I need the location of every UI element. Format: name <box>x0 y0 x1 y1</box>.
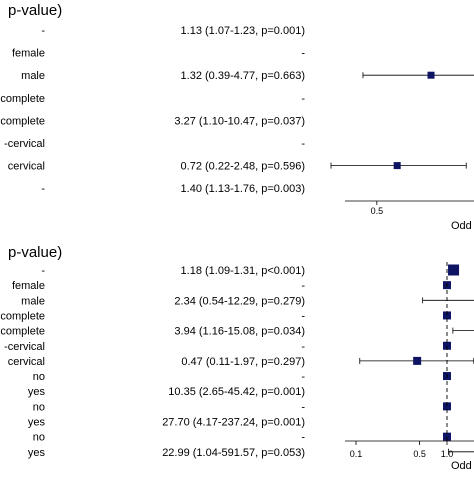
row-or-ci-text: 1.13 (1.07-1.23, p=0.001) <box>181 25 305 37</box>
odds-ratio-marker <box>443 341 451 350</box>
row-or-ci-text: 0.47 (0.11-1.97, p=0.297) <box>181 356 305 368</box>
row-or-ci-text: 0.72 (0.22-2.48, p=0.596) <box>181 161 305 173</box>
x-axis-tick-label: 0.5 <box>371 206 384 216</box>
row-or-ci-text: 2.34 (0.54-12.29, p=0.279) <box>174 295 305 307</box>
row-or-ci-text: 27.70 (4.17-237.24, p=0.001) <box>162 417 305 429</box>
row-level-label: - <box>41 25 45 37</box>
row-level-label: complete <box>0 115 45 127</box>
row-or-ci-text: 3.94 (1.16-15.08, p=0.034) <box>174 326 305 338</box>
row-level-label: no <box>33 401 45 413</box>
row-or-ci-text: - <box>301 371 305 383</box>
row-level-label: complete <box>0 310 45 322</box>
x-axis-tick-label: 0.1 <box>350 449 363 459</box>
row-level-label: female <box>12 48 45 60</box>
row-level-label: no <box>33 371 45 383</box>
row-or-ci-text: - <box>301 310 305 322</box>
row-level-label: cervical <box>8 161 45 173</box>
row-level-label: complete <box>0 93 45 105</box>
row-or-ci-text: - <box>301 48 305 60</box>
row-or-ci-text: 1.32 (0.39-4.77, p=0.663) <box>181 70 305 82</box>
row-or-ci-text: - <box>301 93 305 105</box>
row-level-label: female <box>12 280 45 292</box>
odds-ratio-marker <box>427 71 435 79</box>
odds-ratio-marker <box>443 432 451 441</box>
row-or-ci-text: 22.99 (1.04-591.57, p=0.053) <box>162 447 305 459</box>
row-level-label: -cervical <box>4 341 45 353</box>
row-or-ci-text: - <box>301 432 305 444</box>
odds-ratio-marker <box>443 402 451 411</box>
row-level-label: no <box>33 432 45 444</box>
row-or-ci-text: 3.27 (1.10-10.47, p=0.037) <box>174 115 305 127</box>
x-axis-label: Odd <box>451 220 472 232</box>
row-level-label: -cervical <box>4 138 45 150</box>
row-or-ci-text: 10.35 (2.65-45.42, p=0.001) <box>168 386 305 398</box>
row-or-ci-text: - <box>301 280 305 292</box>
row-or-ci-text: - <box>301 401 305 413</box>
x-axis-tick-label: 1.0 <box>441 449 454 459</box>
odds-ratio-marker <box>393 162 401 170</box>
odds-ratio-marker <box>413 356 422 365</box>
panel-header: p-value) <box>8 2 62 19</box>
row-level-label: male <box>21 295 45 307</box>
row-level-label: cervical <box>8 356 45 368</box>
row-level-label: male <box>21 70 45 82</box>
row-or-ci-text: - <box>301 138 305 150</box>
panel-header: p-value) <box>8 244 62 261</box>
row-level-label: - <box>41 183 45 195</box>
odds-ratio-marker <box>443 311 451 320</box>
row-or-ci-text: 1.40 (1.13-1.76, p=0.003) <box>181 183 305 195</box>
row-level-label: yes <box>28 447 46 459</box>
row-level-label: yes <box>28 417 46 429</box>
row-level-label: complete <box>0 326 45 338</box>
row-or-ci-text: 1.18 (1.09-1.31, p<0.001) <box>181 265 305 277</box>
row-level-label: - <box>41 265 45 277</box>
x-axis-tick-label: 0.5 <box>413 449 426 459</box>
odds-ratio-marker <box>448 264 460 276</box>
row-level-label: yes <box>28 386 46 398</box>
x-axis-label: Odd <box>451 460 472 472</box>
row-or-ci-text: - <box>301 341 305 353</box>
